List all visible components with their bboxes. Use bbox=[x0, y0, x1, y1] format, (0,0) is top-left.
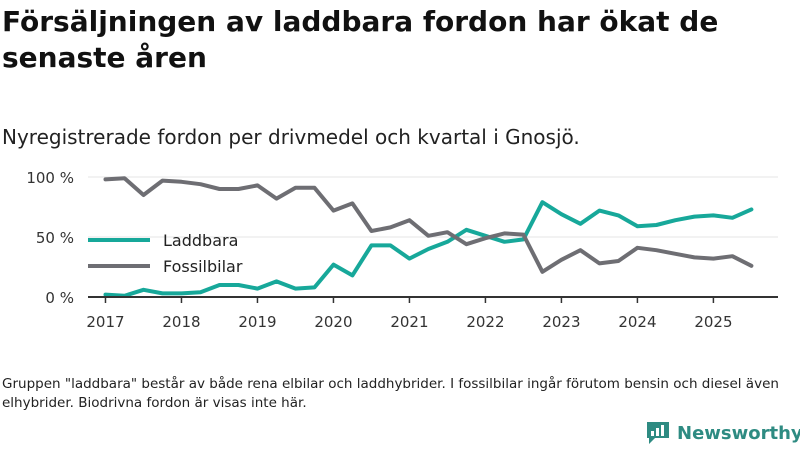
x-tick-label: 2018 bbox=[162, 313, 200, 331]
series-line-fossilbilar bbox=[103, 176, 754, 274]
brand-logo: Newsworthy bbox=[645, 420, 800, 446]
x-tick-label: 2022 bbox=[466, 313, 504, 331]
x-tick-label: 2020 bbox=[314, 313, 352, 331]
newsworthy-logo-icon bbox=[647, 422, 669, 444]
y-axis-tick-labels: 0 % 50 % 100 % bbox=[26, 169, 74, 307]
y-tick-label: 50 % bbox=[36, 229, 74, 247]
x-tick-label: 2023 bbox=[542, 313, 580, 331]
x-tick-label: 2017 bbox=[86, 313, 124, 331]
chart-title: Försäljningen av laddbara fordon har öka… bbox=[2, 5, 719, 74]
x-tick-label: 2019 bbox=[238, 313, 276, 331]
brand-name: Newsworthy bbox=[677, 422, 800, 444]
gridlines bbox=[88, 176, 778, 238]
x-tick-label: 2021 bbox=[390, 313, 428, 331]
legend-label: Fossilbilar bbox=[163, 257, 243, 276]
series-line-laddbara bbox=[103, 200, 754, 298]
legend-item-fossilbilar: Fossilbilar bbox=[88, 257, 243, 276]
line-chart: 0 % 50 % 100 % 2017 2018 2019 2020 2021 2022 202… bbox=[26, 169, 778, 331]
y-tick-label: 0 % bbox=[45, 289, 74, 307]
footnote: Gruppen "laddbara" består av både rena e… bbox=[2, 376, 779, 411]
y-tick-label: 100 % bbox=[26, 169, 74, 187]
chart-subtitle: Nyregistrerade fordon per drivmedel och … bbox=[2, 125, 580, 149]
series-lines bbox=[103, 176, 754, 298]
x-tick-label: 2025 bbox=[694, 313, 732, 331]
x-tick-label: 2024 bbox=[618, 313, 656, 331]
x-axis-tick-labels: 2017 2018 2019 2020 2021 2022 2023 2024 2025 bbox=[86, 313, 732, 331]
x-axis bbox=[88, 296, 778, 303]
legend-item-laddbara: Laddbara bbox=[88, 231, 238, 250]
legend-label: Laddbara bbox=[163, 231, 238, 250]
legend: Laddbara Fossilbilar bbox=[88, 231, 243, 276]
